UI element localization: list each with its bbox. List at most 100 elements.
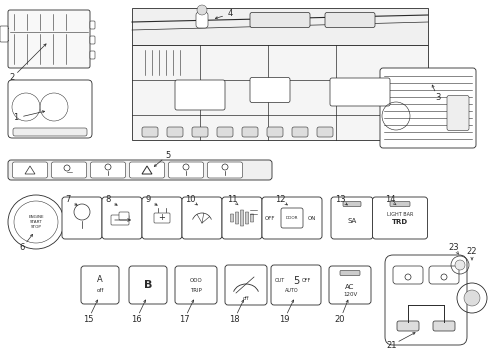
Text: ENGINE
START
STOP: ENGINE START STOP [28,215,44,229]
Text: 22: 22 [467,248,477,256]
Text: 120V: 120V [343,292,357,297]
FancyBboxPatch shape [154,213,170,223]
Text: 5: 5 [293,276,299,286]
FancyBboxPatch shape [13,128,87,136]
FancyBboxPatch shape [169,162,203,178]
Text: 16: 16 [131,315,141,324]
FancyBboxPatch shape [90,36,95,44]
FancyBboxPatch shape [331,197,373,239]
FancyBboxPatch shape [281,208,303,228]
FancyBboxPatch shape [343,202,361,207]
FancyBboxPatch shape [241,210,244,226]
Text: OUT: OUT [275,279,285,284]
Text: ON: ON [308,216,316,220]
Text: 8: 8 [105,195,111,204]
Text: 18: 18 [229,315,239,324]
Text: 14: 14 [385,195,395,204]
FancyBboxPatch shape [81,266,119,304]
FancyBboxPatch shape [167,127,183,137]
FancyBboxPatch shape [91,162,125,178]
FancyBboxPatch shape [242,127,258,137]
Polygon shape [132,45,428,140]
FancyBboxPatch shape [250,13,310,27]
FancyBboxPatch shape [225,265,267,305]
FancyBboxPatch shape [380,68,476,148]
FancyBboxPatch shape [192,127,208,137]
FancyBboxPatch shape [230,214,234,222]
FancyBboxPatch shape [8,160,272,180]
Text: AUTO: AUTO [285,288,299,293]
Text: 3: 3 [435,94,441,103]
FancyBboxPatch shape [397,321,419,331]
Text: 1: 1 [13,113,19,122]
FancyBboxPatch shape [175,80,225,110]
Text: 11: 11 [227,195,237,204]
FancyBboxPatch shape [292,127,308,137]
Text: 9: 9 [146,195,150,204]
FancyBboxPatch shape [129,266,167,304]
FancyBboxPatch shape [222,197,262,239]
FancyBboxPatch shape [433,321,455,331]
Circle shape [197,5,207,15]
Text: TRD: TRD [392,219,408,225]
Text: OFF: OFF [301,279,311,284]
Text: OFF: OFF [265,216,275,220]
Text: B: B [144,280,152,290]
FancyBboxPatch shape [236,212,239,224]
FancyBboxPatch shape [250,77,290,103]
FancyBboxPatch shape [385,255,467,345]
Text: 6: 6 [19,243,24,252]
Text: AC: AC [345,284,355,290]
Text: 4: 4 [227,9,233,18]
FancyBboxPatch shape [340,270,360,275]
Circle shape [464,290,480,306]
Text: ODO: ODO [190,279,202,284]
Circle shape [455,260,465,270]
FancyBboxPatch shape [102,197,142,239]
FancyBboxPatch shape [142,197,182,239]
FancyBboxPatch shape [317,127,333,137]
FancyBboxPatch shape [0,26,8,42]
FancyBboxPatch shape [245,212,248,224]
FancyBboxPatch shape [447,95,469,130]
FancyBboxPatch shape [390,202,410,207]
FancyBboxPatch shape [393,266,423,284]
FancyBboxPatch shape [175,266,217,304]
FancyBboxPatch shape [111,215,129,225]
FancyBboxPatch shape [429,266,459,284]
Text: 7: 7 [65,195,71,204]
FancyBboxPatch shape [196,12,208,28]
Text: 20: 20 [335,315,345,324]
Text: off: off [243,297,249,302]
FancyBboxPatch shape [207,162,243,178]
Polygon shape [132,8,428,45]
Text: 2: 2 [9,73,15,82]
FancyBboxPatch shape [90,21,95,29]
Text: SA: SA [347,218,357,224]
FancyBboxPatch shape [90,51,95,59]
Text: 13: 13 [335,195,345,204]
Text: DOOR: DOOR [286,216,298,220]
FancyBboxPatch shape [250,214,253,222]
FancyBboxPatch shape [262,197,322,239]
FancyBboxPatch shape [329,266,371,304]
FancyBboxPatch shape [330,78,390,106]
Text: LIGHT BAR: LIGHT BAR [387,211,413,216]
FancyBboxPatch shape [51,162,87,178]
Text: 17: 17 [179,315,189,324]
Text: TRIP: TRIP [190,288,202,292]
Text: A: A [97,274,103,284]
Text: 12: 12 [275,195,285,204]
Text: +: + [159,213,166,222]
FancyBboxPatch shape [62,197,102,239]
Text: 5: 5 [166,150,171,159]
FancyBboxPatch shape [182,197,222,239]
FancyBboxPatch shape [142,127,158,137]
FancyBboxPatch shape [119,212,129,220]
FancyBboxPatch shape [325,13,375,27]
Text: 19: 19 [279,315,289,324]
FancyBboxPatch shape [13,162,48,178]
FancyBboxPatch shape [217,127,233,137]
Text: 15: 15 [83,315,93,324]
FancyBboxPatch shape [129,162,165,178]
